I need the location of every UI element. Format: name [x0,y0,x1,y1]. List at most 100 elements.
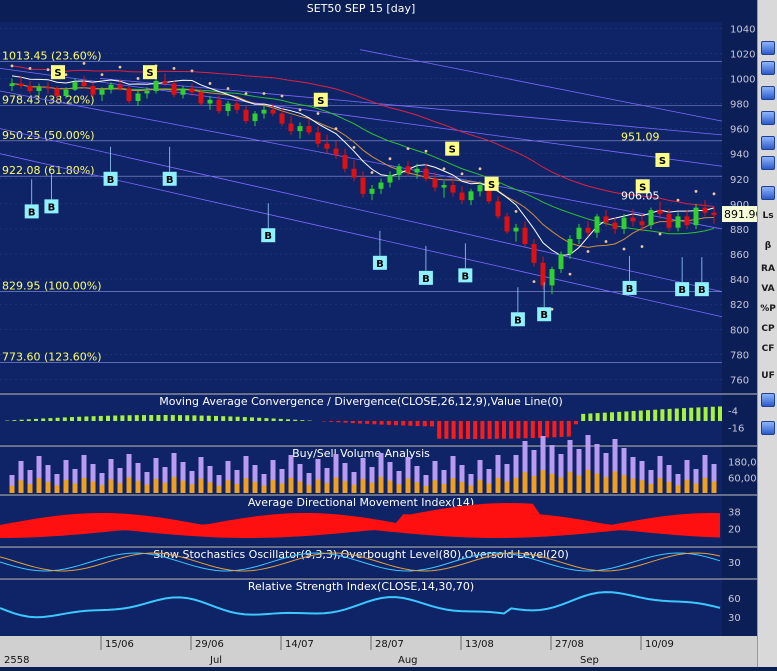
candle-body [108,84,114,90]
volume-bar [621,475,627,493]
volume-bar [567,471,573,493]
volume-bar [396,471,402,493]
tool-ls[interactable]: Ls [762,210,774,221]
panel-title: Average Directional Movement Index(14) [248,496,474,509]
tool-uf[interactable]: UF [761,370,775,381]
volume-bar [423,475,429,493]
panel-y-tick: -4 [728,407,738,418]
candle-body [333,148,339,155]
volume-bar [612,471,618,493]
crosshair-icon[interactable] [760,60,776,75]
volume-bar [441,470,447,493]
sar-dot [244,92,248,95]
candle-body [90,85,96,95]
volume-bar [324,468,330,493]
volume-bar [513,477,519,493]
candle-body [459,192,465,201]
trend-line [99,78,723,136]
volume-bar [225,480,231,493]
buy-marker-label: B [698,285,706,296]
panel-y-tick: 20 [728,524,741,535]
volume-bar [684,479,690,493]
y-tick-label: 920 [730,175,749,186]
y-tick-label: 900 [730,200,749,211]
volume-bar [405,478,411,493]
buy-marker [458,268,473,283]
info-icon[interactable] [760,110,776,125]
chart-type-icon[interactable] [760,185,776,200]
sar-dot [622,247,626,251]
x-tick-label: 15/06 [105,639,134,650]
volume-bar [558,477,564,493]
sar-dot [550,307,554,311]
sar-dot [676,198,680,202]
volume-bar [153,479,159,493]
volume-bar [243,478,249,493]
volume-bar [324,483,330,493]
pan-icon[interactable] [760,85,776,100]
panel-title: Buy/Sell Volume Analysis [292,447,430,460]
candle-body [162,80,168,84]
volume-bar [333,454,339,493]
zoom-icon[interactable] [760,40,776,55]
volume-bar [63,460,69,493]
x-month-label: Aug [398,655,418,666]
candle-body [63,89,69,96]
tool-cp[interactable]: CP [761,323,775,334]
volume-bar [234,470,240,493]
candle-body [99,89,105,95]
tool-ra[interactable]: RA [761,263,775,274]
trend-line [0,90,723,230]
volume-bar [342,463,348,493]
candle-body [702,207,708,213]
last-price-box [722,206,758,223]
volume-bar [522,441,528,493]
buy-marker-label: B [422,274,430,285]
tool-cf[interactable]: CF [761,343,775,354]
annotation-value: 906.05 [621,189,660,202]
candle-body [243,109,249,122]
volume-bar [63,479,69,493]
sell-marker [484,176,499,191]
scroll-down-icon[interactable] [760,420,776,435]
tool-pp[interactable]: %P [760,303,776,314]
sar-dot [352,146,356,149]
tool-va[interactable]: VA [761,283,775,294]
volume-bar [45,465,51,493]
candle-body [468,191,474,201]
volume-bar [189,484,195,493]
volume-bar [18,480,24,493]
candle-body [180,88,186,95]
scroll-up-icon[interactable] [760,392,776,407]
volume-bar [171,477,177,493]
volume-bar [486,483,492,493]
buy-marker [418,270,433,285]
candle-body [684,216,690,226]
volume-bar [117,468,123,493]
candle-body [207,99,213,104]
volume-bar [504,481,510,493]
volume-bar [711,464,717,493]
volume-bar [387,462,393,493]
volume-bar [72,483,78,493]
volume-bar [135,463,141,493]
sar-dot [334,127,338,131]
zoom-out-icon[interactable] [760,155,776,170]
y-tick-label: 780 [730,350,749,361]
tool-beta[interactable]: β [764,240,772,251]
panel-y-tick: 180,000 [728,458,757,469]
volume-bar [522,472,528,493]
y-tick-label: 960 [730,125,749,136]
volume-bar [540,470,546,493]
volume-bar [360,479,366,493]
volume-bar [180,480,186,493]
buy-marker [675,282,690,297]
volume-bar [405,457,411,493]
candle-body [342,154,348,169]
volume-bar [666,481,672,493]
volume-bar [387,480,393,493]
sar-dot [460,172,464,176]
zoom-in-icon[interactable] [760,135,776,150]
candle-body [216,99,222,112]
